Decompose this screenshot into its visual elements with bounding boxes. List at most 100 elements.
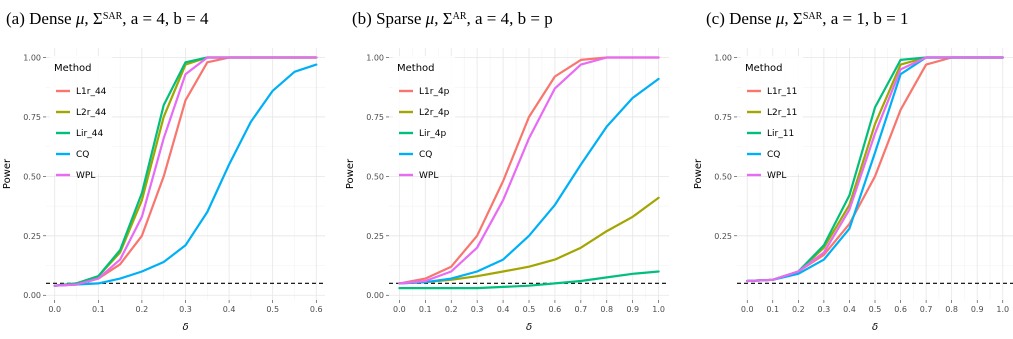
chart-title-prefix: (a) Dense — [6, 9, 76, 28]
y-axis-label: Power — [693, 158, 704, 189]
chart-title-comma1: , — [784, 9, 793, 28]
y-tick-label: 0.50 — [714, 172, 732, 181]
x-tick-label: 0.7 — [920, 305, 933, 314]
x-axis-label: δ — [182, 322, 188, 333]
chart-panel-2: (b) Sparse μ, ΣAR, a = 4, b = p 0.0 0.1 0.2… — [345, 9, 669, 333]
x-tick-label: 0.2 — [445, 305, 458, 314]
series-line-cq — [53, 63, 318, 287]
x-tick-label: 1.0 — [652, 305, 665, 314]
x-tick-label: 0.4 — [843, 305, 856, 314]
y-axis-label: Power — [2, 158, 13, 189]
legend-label: L2r_11 — [767, 108, 797, 118]
legend-label: Lir_44 — [76, 129, 103, 139]
y-tick-label: 1.00 — [714, 54, 732, 63]
legend-label: L1r_44 — [76, 87, 107, 97]
legend-label: L2r_44 — [76, 108, 107, 118]
chart-title-sup: SAR — [803, 11, 823, 22]
legend-title: Method — [54, 63, 92, 74]
x-tick-label: 0.1 — [766, 305, 779, 314]
legend-label: WPL — [76, 171, 95, 181]
chart-title-mu: μ — [775, 9, 785, 28]
legend-label: WPL — [767, 171, 786, 181]
x-tick-label: 0.5 — [266, 305, 279, 314]
chart-title-sup: AR — [453, 11, 467, 22]
legend-title: Method — [397, 63, 435, 74]
x-tick-label: 0.2 — [792, 305, 805, 314]
y-tick-label: 0.75 — [714, 113, 732, 122]
x-tick-label: 0.5 — [523, 305, 536, 314]
series-line-cq — [398, 77, 660, 285]
chart-title-prefix: (c) Dense — [706, 9, 776, 28]
y-tick-label: 0.25 — [366, 232, 384, 241]
y-tick-label: 0.25 — [714, 232, 732, 241]
legend-label: Lir_4p — [419, 129, 446, 139]
legend: Method L1r_4p L2r_4p Lir_4p CQ WPL — [393, 56, 455, 181]
y-tick-label: 0.75 — [366, 113, 384, 122]
legend-label: WPL — [419, 171, 438, 181]
legend-label: L1r_11 — [767, 87, 797, 97]
chart-title: (a) Dense μ, ΣSAR, a = 4, b = 4 — [6, 9, 209, 28]
chart-title-mu: μ — [75, 9, 85, 28]
legend-label: L1r_4p — [419, 87, 450, 97]
legend: Method L1r_11 L2r_11 Lir_11 CQ WPL — [741, 56, 803, 181]
chart-title-sup: SAR — [103, 11, 123, 22]
x-tick-label: 0.4 — [497, 305, 510, 314]
y-tick-label: 0.25 — [23, 232, 41, 241]
x-tick-label: 0.9 — [626, 305, 639, 314]
legend-label: CQ — [767, 150, 780, 160]
series-line-lir_4p — [398, 270, 660, 290]
x-tick-label: 0.0 — [393, 305, 406, 314]
chart-title-sigma: Σ — [793, 9, 803, 28]
legend-title: Method — [745, 63, 783, 74]
x-tick-label: 0.8 — [945, 305, 958, 314]
legend-label: CQ — [419, 150, 432, 160]
x-tick-label: 0.6 — [549, 305, 562, 314]
x-tick-label: 0.4 — [223, 305, 236, 314]
series-line-wpl — [398, 56, 660, 285]
chart-panel-1: (a) Dense μ, ΣSAR, a = 4, b = 4 0.0 0.1 0.2… — [2, 9, 325, 333]
chart-title-comma1: , — [434, 9, 443, 28]
chart-title-sigma: Σ — [443, 9, 453, 28]
chart-title-rest: , a = 4, b = p — [467, 9, 553, 28]
y-tick-label: 0.75 — [23, 113, 41, 122]
y-tick-label: 0.50 — [23, 172, 41, 181]
x-axis-label: δ — [872, 322, 878, 333]
y-tick-label: 1.00 — [366, 54, 384, 63]
x-tick-label: 0.6 — [310, 305, 323, 314]
chart-title-comma1: , — [84, 9, 93, 28]
series-line-wpl — [53, 56, 318, 287]
y-tick-label: 0.00 — [366, 291, 384, 300]
series-line-wpl — [746, 56, 1004, 283]
grid — [389, 48, 669, 300]
chart-title-rest: , a = 1, b = 1 — [822, 9, 908, 28]
x-axis-label: δ — [526, 322, 532, 333]
y-axis-label: Power — [345, 158, 356, 189]
legend-label: Lir_11 — [767, 129, 794, 139]
x-tick-label: 0.8 — [600, 305, 613, 314]
x-tick-label: 1.0 — [996, 305, 1009, 314]
x-tick-label: 0.0 — [48, 305, 61, 314]
x-tick-label: 0.1 — [419, 305, 432, 314]
x-tick-label: 0.3 — [179, 305, 192, 314]
chart-title-prefix: (b) Sparse — [352, 9, 426, 28]
x-tick-label: 0.3 — [471, 305, 484, 314]
legend: Method L1r_44 L2r_44 Lir_44 CQ WPL — [50, 56, 112, 181]
y-tick-label: 0.00 — [23, 291, 41, 300]
legend-label: CQ — [76, 150, 89, 160]
chart-title: (c) Dense μ, ΣSAR, a = 1, b = 1 — [706, 9, 909, 28]
y-tick-label: 0.50 — [366, 172, 384, 181]
y-tick-label: 1.00 — [23, 54, 41, 63]
x-tick-label: 0.7 — [574, 305, 587, 314]
x-tick-label: 0.3 — [818, 305, 831, 314]
x-tick-label: 0.0 — [741, 305, 754, 314]
chart-title-mu: μ — [425, 9, 435, 28]
chart-title-sigma: Σ — [93, 9, 103, 28]
x-tick-label: 0.1 — [92, 305, 105, 314]
x-tick-label: 0.5 — [869, 305, 882, 314]
chart-panel-3: (c) Dense μ, ΣSAR, a = 1, b = 1 0.0 0.1 0.2… — [693, 9, 1013, 333]
chart-title-rest: , a = 4, b = 4 — [122, 9, 209, 28]
x-tick-label: 0.6 — [894, 305, 907, 314]
chart-title: (b) Sparse μ, ΣAR, a = 4, b = p — [352, 9, 553, 28]
x-tick-label: 0.2 — [136, 305, 149, 314]
